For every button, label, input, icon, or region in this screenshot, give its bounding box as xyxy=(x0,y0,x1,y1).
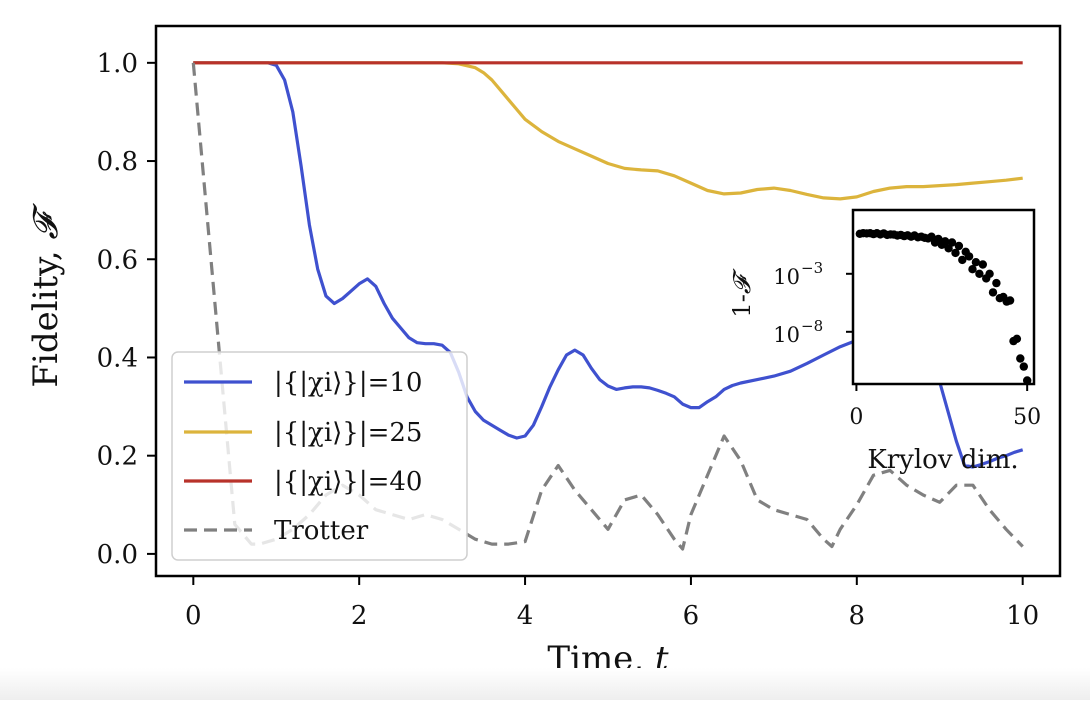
inset-point xyxy=(951,248,960,258)
inset-point xyxy=(1012,334,1022,343)
legend-box xyxy=(171,351,468,561)
x-tick-label: 4 xyxy=(517,601,534,631)
y-tick-label: 0.6 xyxy=(97,245,138,275)
y-axis-label-text: Fidelity, xyxy=(26,240,66,388)
inset-point xyxy=(985,269,994,278)
x-tick-label: 8 xyxy=(849,601,866,631)
legend-entries: |{|χi⟩}|=10 |{|χi⟩}|=25 |{|χi⟩}|=40 Trotter xyxy=(184,368,422,546)
inset-x-tick-label: 0 xyxy=(849,405,863,430)
inset-point xyxy=(954,241,964,251)
inset-y-tick-label: 10 xyxy=(773,323,800,347)
legend-label-2: |{|χi⟩}|=40 xyxy=(274,467,422,497)
y-tick-label: 0.2 xyxy=(97,442,138,472)
y-axis-label: Fidelity, 𝓕 xyxy=(26,203,66,388)
inset-y-tick-exponent: −3 xyxy=(801,259,823,277)
inset-point xyxy=(988,288,998,297)
inset-y-tick-exponent: −8 xyxy=(801,317,823,335)
legend-label-0: |{|χi⟩}|=10 xyxy=(274,368,422,398)
inset-point xyxy=(958,255,967,265)
inset-point xyxy=(947,238,957,247)
x-tick-label: 2 xyxy=(351,601,368,631)
inset-point xyxy=(941,237,950,246)
y-tick-label: 1.0 xyxy=(97,49,138,79)
legend-label-1: |{|χi⟩}|=25 xyxy=(274,418,422,448)
legend-label-3: Trotter xyxy=(274,516,369,546)
inset-point xyxy=(964,252,974,261)
main-x-ticks: 0 2 4 6 8 10 xyxy=(185,576,1039,631)
inset-point xyxy=(1005,296,1015,305)
inset-point xyxy=(992,278,1001,288)
inset-point xyxy=(1019,362,1028,371)
x-tick-label: 0 xyxy=(185,601,202,631)
bottom-shade xyxy=(0,668,1090,700)
inset-point xyxy=(1023,376,1032,384)
inset-x-axis-label: Krylov dim. xyxy=(867,445,1018,475)
inset-point xyxy=(968,265,977,274)
x-tick-label: 10 xyxy=(1006,601,1039,631)
inset-plot: 0 50 10 −310 −8 Krylov dim. 1-𝓕 xyxy=(728,208,1041,475)
inset-point xyxy=(975,269,984,278)
main-y-ticks: 0.0 0.2 0.4 0.6 0.8 1.0 xyxy=(97,49,156,570)
legend: |{|χi⟩}|=10 |{|χi⟩}|=25 |{|χi⟩}|=40 Trotter xyxy=(171,351,468,561)
inset-points-group xyxy=(855,229,1032,384)
inset-point xyxy=(1016,354,1025,363)
y-tick-label: 0.0 xyxy=(97,540,138,570)
series-line-1 xyxy=(193,61,1023,201)
y-tick-label: 0.8 xyxy=(97,147,138,177)
inset-point xyxy=(978,260,987,269)
inset-y-ticks: 10 −310 −8 xyxy=(773,259,853,347)
inset-y-tick-label: 10 xyxy=(773,265,800,289)
inset-point xyxy=(971,258,981,267)
inset-x-tick-label: 50 xyxy=(1013,405,1041,430)
y-tick-label: 0.4 xyxy=(97,343,138,373)
inset-y-axis-label-text: 1- xyxy=(728,294,756,317)
x-tick-label: 6 xyxy=(683,601,700,631)
y-axis-label-var: 𝓕 xyxy=(26,203,66,240)
inset-x-ticks: 0 50 xyxy=(849,384,1041,430)
